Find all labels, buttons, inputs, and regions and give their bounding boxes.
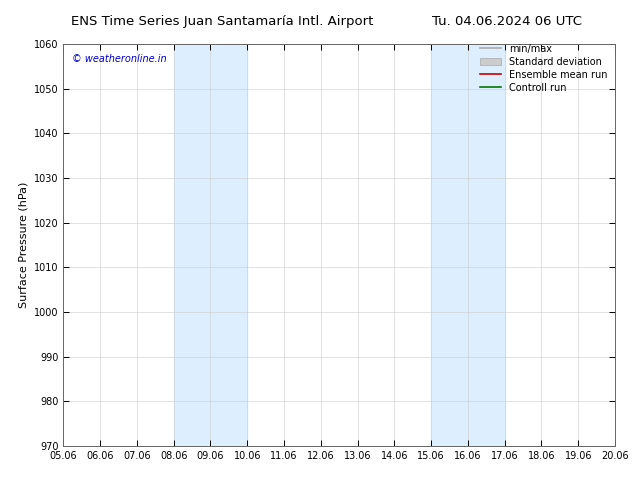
Bar (174, 44, 247, 446)
Text: Tu. 04.06.2024 06 UTC: Tu. 04.06.2024 06 UTC (432, 15, 582, 28)
Text: © weatheronline.in: © weatheronline.in (72, 54, 166, 64)
Y-axis label: Surface Pressure (hPa): Surface Pressure (hPa) (18, 182, 29, 308)
Text: ENS Time Series Juan Santamaría Intl. Airport: ENS Time Series Juan Santamaría Intl. Ai… (71, 15, 373, 28)
Legend: min/max, Standard deviation, Ensemble mean run, Controll run: min/max, Standard deviation, Ensemble me… (477, 41, 610, 96)
Bar (431, 44, 505, 446)
